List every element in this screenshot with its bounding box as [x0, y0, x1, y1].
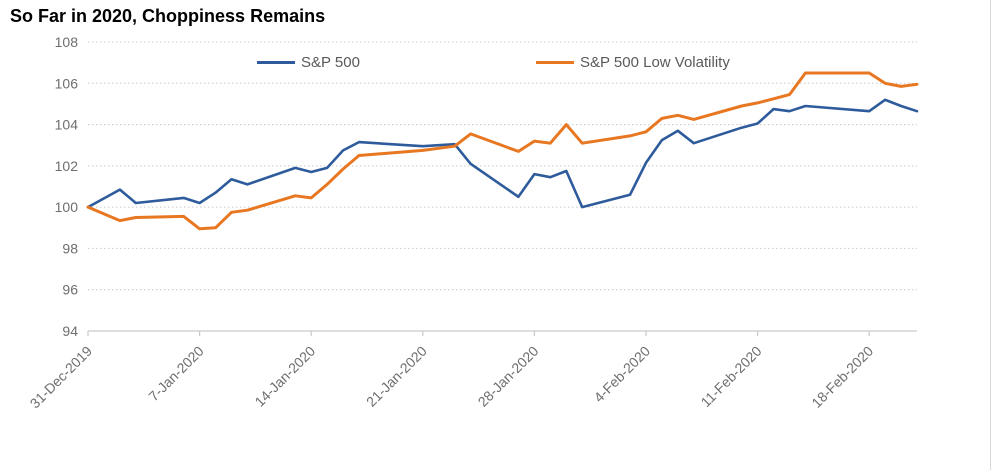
right-edge-border [990, 0, 991, 470]
line-chart-canvas: 94 96 98 100 102 104 106 108 31-Dec-2019 7-Jan-20… [27, 34, 919, 412]
x-axis-label: 18-Feb-2020 [808, 343, 876, 411]
sp500-low-volatility-legend-label: S&P 500 Low Volatility [580, 53, 730, 71]
y-axis-label-106: 106 [55, 75, 79, 91]
y-axis-label-108: 108 [55, 34, 79, 50]
x-axis-label: 11-Feb-2020 [697, 343, 764, 410]
legend-item-sp500-low-volatility: S&P 500 Low Volatility [536, 52, 730, 72]
y-axis-label-98: 98 [62, 240, 78, 256]
x-axis-label: 28-Jan-2020 [475, 343, 542, 410]
source-footnote: Source: S&P Dow Jones Indices LLC. Data … [14, 429, 989, 470]
sp500-low-volatility-line [86, 71, 919, 231]
y-axis-label-94: 94 [62, 323, 78, 339]
y-axis-label-102: 102 [55, 158, 79, 174]
legend-item-sp500: S&P 500 [257, 52, 360, 72]
x-axis-label: 14-Jan-2020 [251, 343, 318, 410]
y-axis-label-100: 100 [55, 199, 79, 215]
sp500-legend-swatch [257, 60, 295, 64]
y-axis-label-104: 104 [55, 117, 79, 133]
chart-title: So Far in 2020, Choppiness Remains [10, 6, 326, 26]
y-axis-label-96: 96 [62, 282, 78, 298]
x-axis-label: 31-Dec-2019 [27, 343, 96, 412]
x-axis-label: 21-Jan-2020 [363, 343, 430, 410]
sp500-legend-label: S&P 500 [301, 53, 360, 71]
x-axis-label: 7-Jan-2020 [145, 343, 207, 405]
x-axis-label: 4-Feb-2020 [591, 343, 654, 406]
sp500-line [86, 98, 919, 209]
sp500-low-volatility-legend-swatch [536, 60, 574, 64]
